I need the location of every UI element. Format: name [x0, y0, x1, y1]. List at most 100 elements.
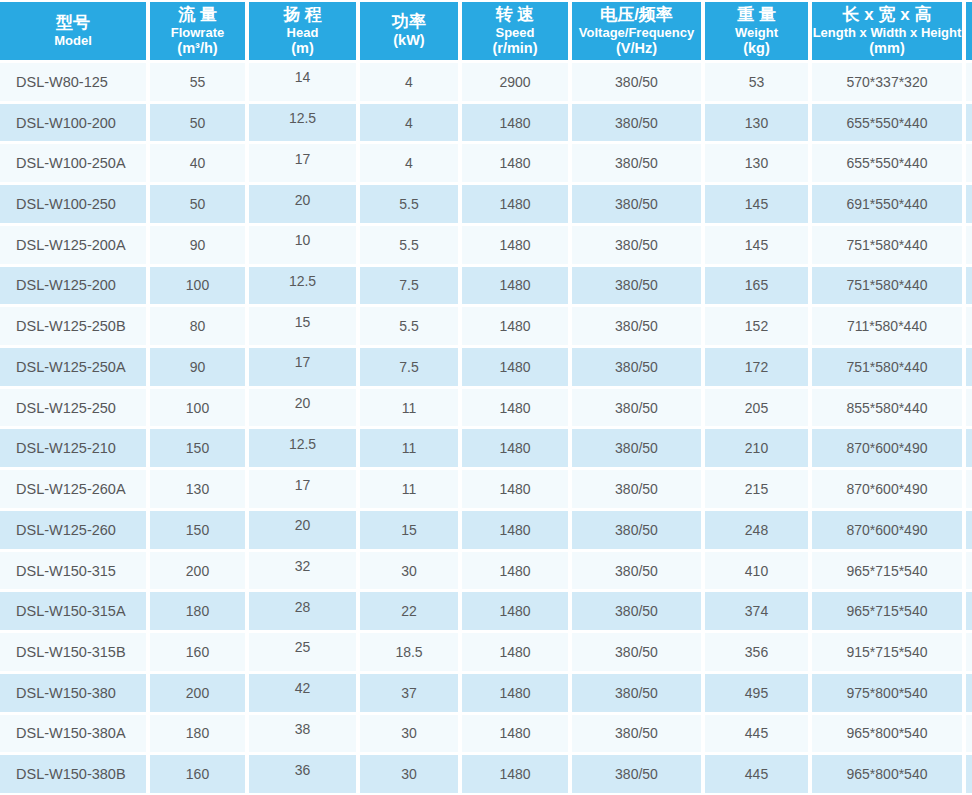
cell-speed: 1480: [462, 104, 568, 142]
cell-model: DSL-W125-200: [0, 267, 146, 305]
column-header-head-unit: (m): [291, 40, 314, 57]
column-header-speed-zh: 转 速: [496, 5, 535, 25]
cell-cropped: [966, 715, 972, 753]
cell-voltage-frequency: 380/50: [572, 592, 701, 630]
cell-model: DSL-W125-250: [0, 389, 146, 427]
cell-speed: 1480: [462, 389, 568, 427]
cell-cropped: [966, 63, 972, 101]
cell-cropped: [966, 144, 972, 182]
cell-cropped: [966, 348, 972, 386]
cell-voltage-frequency: 380/50: [572, 63, 701, 101]
cell-speed: 1480: [462, 633, 568, 671]
cell-flowrate: 130: [150, 470, 245, 508]
cell-speed: 1480: [462, 470, 568, 508]
cell-power: 11: [360, 389, 458, 427]
cell-power: 4: [360, 144, 458, 182]
cell-cropped: [966, 389, 972, 427]
cell-speed: 1480: [462, 144, 568, 182]
cell-cropped: [966, 104, 972, 142]
cell-flowrate: 40: [150, 144, 245, 182]
cell-model: DSL-W150-380: [0, 674, 146, 712]
cell-head: 20: [249, 389, 356, 427]
cell-voltage-frequency: 380/50: [572, 552, 701, 590]
cell-weight: 248: [705, 511, 808, 549]
cell-speed: 1480: [462, 715, 568, 753]
cell-speed: 1480: [462, 185, 568, 223]
cell-model: DSL-W80-125: [0, 63, 146, 101]
cell-weight: 172: [705, 348, 808, 386]
cell-flowrate: 200: [150, 674, 245, 712]
column-header-head-zh: 扬 程: [283, 5, 322, 25]
cell-dimensions: 965*800*540: [812, 755, 962, 793]
cell-flowrate: 150: [150, 511, 245, 549]
cell-dimensions: 965*715*540: [812, 592, 962, 630]
cell-dimensions: 711*580*440: [812, 307, 962, 345]
cell-dimensions: 751*580*440: [812, 267, 962, 305]
cell-head: 38: [249, 715, 356, 753]
cell-weight: 215: [705, 470, 808, 508]
column-header-voltage-frequency-en: Voltage/Frequency: [579, 25, 694, 40]
column-header-dimensions-en: Length x Width x Height: [813, 25, 962, 40]
cell-dimensions: 691*550*440: [812, 185, 962, 223]
column-header-weight-unit: (kg): [743, 40, 770, 57]
cell-weight: 130: [705, 104, 808, 142]
column-header-dimensions-unit: (mm): [869, 40, 904, 57]
cell-model: DSL-W150-380B: [0, 755, 146, 793]
cell-head: 12.5: [249, 429, 356, 467]
column-header-weight-en: Weight: [735, 25, 778, 40]
cell-power: 4: [360, 104, 458, 142]
cell-power: 37: [360, 674, 458, 712]
cell-dimensions: 751*580*440: [812, 348, 962, 386]
cell-weight: 445: [705, 715, 808, 753]
cell-flowrate: 180: [150, 592, 245, 630]
column-header-cropped: [966, 2, 972, 60]
cell-cropped: [966, 429, 972, 467]
cell-weight: 445: [705, 755, 808, 793]
cell-dimensions: 751*580*440: [812, 226, 962, 264]
cell-model: DSL-W125-260: [0, 511, 146, 549]
cell-head: 25: [249, 633, 356, 671]
cell-model: DSL-W100-250A: [0, 144, 146, 182]
column-header-flowrate: 流 量Flowrate(m³/h): [150, 2, 245, 60]
column-header-dimensions: 长 x 宽 x 高Length x Width x Height(mm): [812, 2, 962, 60]
cell-voltage-frequency: 380/50: [572, 144, 701, 182]
cell-weight: 495: [705, 674, 808, 712]
cell-cropped: [966, 674, 972, 712]
cell-cropped: [966, 267, 972, 305]
cell-voltage-frequency: 380/50: [572, 429, 701, 467]
cell-power: 7.5: [360, 267, 458, 305]
cell-power: 7.5: [360, 348, 458, 386]
cell-model: DSL-W125-250A: [0, 348, 146, 386]
cell-model: DSL-W125-250B: [0, 307, 146, 345]
cell-voltage-frequency: 380/50: [572, 185, 701, 223]
cell-speed: 1480: [462, 226, 568, 264]
cell-flowrate: 200: [150, 552, 245, 590]
column-header-speed: 转 速Speed(r/min): [462, 2, 568, 60]
cell-cropped: [966, 633, 972, 671]
cell-flowrate: 180: [150, 715, 245, 753]
cell-model: DSL-W125-210: [0, 429, 146, 467]
cell-weight: 152: [705, 307, 808, 345]
column-header-voltage-frequency-unit: (V/Hz): [616, 40, 657, 57]
column-header-model-zh: 型号: [56, 13, 90, 33]
cell-head: 17: [249, 144, 356, 182]
column-header-head-en: Head: [287, 25, 319, 40]
column-header-speed-unit: (r/min): [492, 40, 537, 57]
cell-dimensions: 975*800*540: [812, 674, 962, 712]
cell-model: DSL-W100-200: [0, 104, 146, 142]
cell-dimensions: 870*600*490: [812, 429, 962, 467]
cell-dimensions: 870*600*490: [812, 511, 962, 549]
cell-head: 17: [249, 348, 356, 386]
cell-power: 30: [360, 715, 458, 753]
cell-weight: 356: [705, 633, 808, 671]
cell-flowrate: 90: [150, 348, 245, 386]
cell-head: 12.5: [249, 104, 356, 142]
cell-flowrate: 90: [150, 226, 245, 264]
column-header-dimensions-zh: 长 x 宽 x 高: [843, 5, 932, 25]
column-header-model-en: Model: [54, 33, 92, 48]
cell-cropped: [966, 552, 972, 590]
cell-weight: 145: [705, 185, 808, 223]
column-header-voltage-frequency-zh: 电压/频率: [600, 5, 673, 25]
cell-power: 15: [360, 511, 458, 549]
cell-power: 11: [360, 429, 458, 467]
